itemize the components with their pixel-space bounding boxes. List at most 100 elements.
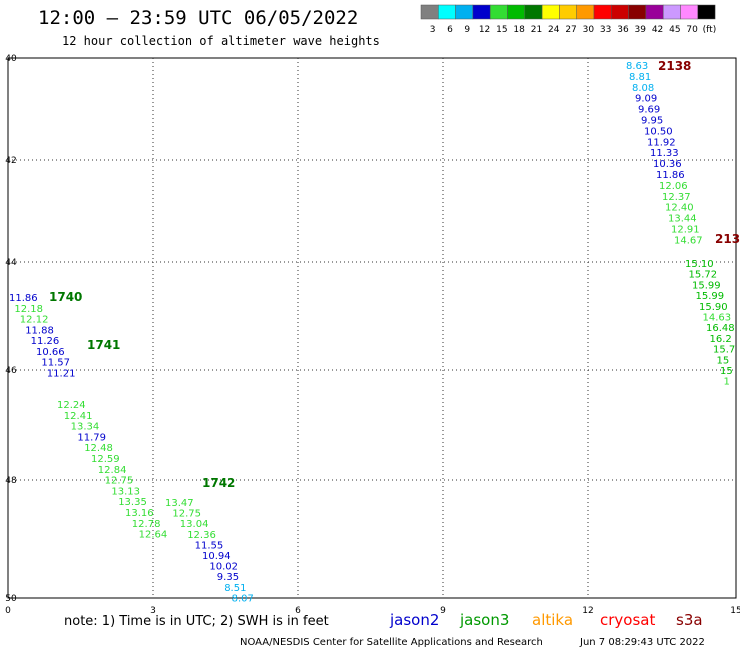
wave-height-value: 12.12	[20, 315, 49, 326]
scale-label: 42	[652, 25, 663, 35]
wave-height-value: 11.92	[647, 137, 676, 148]
scale-label: 27	[565, 25, 576, 35]
wave-height-value: 14.67	[674, 235, 703, 246]
wave-height-value: 12.37	[662, 192, 691, 203]
track-1741: 12.2412.4113.3411.7912.4812.5912.8412.75…	[57, 338, 167, 541]
scale-label: (ft)	[703, 25, 717, 35]
scale-label: 36	[617, 25, 629, 35]
scale-label: 18	[513, 25, 525, 35]
wave-height-value: 11.33	[650, 148, 679, 159]
legend-altika: altika	[532, 611, 573, 629]
wave-height-value: 12.36	[187, 530, 216, 541]
wave-height-value: 12.24	[57, 400, 86, 411]
wave-height-value: 11.21	[47, 368, 76, 379]
scale-swatch	[662, 4, 681, 20]
wave-height-value: 11.57	[41, 358, 70, 369]
page-title: 12:00 – 23:59 UTC 06/05/2022	[38, 7, 358, 29]
track-1742: 13.4712.7513.0412.3611.5510.9410.029.358…	[165, 476, 254, 604]
wave-height-value: 10.94	[202, 551, 231, 562]
wave-height-value: 15	[717, 355, 730, 366]
wave-height-value: 15.99	[692, 280, 721, 291]
legend-s3a: s3a	[676, 611, 703, 629]
wave-height-value: 15.99	[696, 291, 725, 302]
scale-swatch	[680, 4, 699, 20]
scale-label: 30	[583, 25, 595, 35]
scale-label: 45	[669, 25, 680, 35]
wave-height-value: 13.34	[71, 422, 100, 433]
wave-height-value: 14.63	[703, 313, 732, 324]
lon-label: 3	[150, 606, 156, 616]
map-grid	[8, 58, 736, 598]
wave-height-value: 12.41	[64, 411, 93, 422]
wave-height-value: 8.08	[632, 83, 654, 94]
wave-height-value: 12.59	[91, 454, 120, 465]
wave-height-value: 9.09	[635, 94, 657, 105]
scale-swatch	[576, 4, 595, 20]
wave-height-value: 11.26	[31, 336, 60, 347]
wave-height-value: 12.84	[98, 465, 127, 476]
wave-height-value: 15.72	[689, 270, 718, 281]
wave-height-value: 10.02	[209, 562, 238, 573]
pass-label: 1741	[87, 338, 120, 352]
wave-height-value: 12.40	[665, 203, 694, 214]
map-frame	[7, 57, 737, 599]
scale-label: 33	[600, 25, 611, 35]
credit-line: NOAA/NESDIS Center for Satellite Applica…	[240, 637, 543, 648]
pass-label: 213	[715, 232, 740, 246]
scale-label: 6	[447, 25, 453, 35]
lat-label: 44	[5, 258, 17, 268]
wave-height-value: 12.48	[84, 443, 113, 454]
track-213: 15.1015.7215.9915.9915.9014.6316.4816.21…	[685, 232, 740, 388]
satellite-tracks: 11.8612.1812.1211.8811.2610.6611.5711.21…	[9, 59, 740, 604]
track-1740: 11.8612.1812.1211.8811.2610.6611.5711.21…	[9, 290, 82, 379]
wave-height-value: 16.48	[706, 323, 735, 334]
lon-label: 12	[582, 606, 593, 616]
wave-height-value: 10.36	[653, 159, 682, 170]
wave-height-value: 10.50	[644, 126, 673, 137]
pass-label: 1740	[49, 290, 82, 304]
scale-label: 39	[635, 25, 647, 35]
wave-height-value: 8.51	[224, 583, 246, 594]
scale-swatch	[628, 4, 647, 20]
wave-height-value: 15.7	[713, 345, 735, 356]
wave-height-value: 8.07	[232, 593, 254, 604]
scale-swatch	[541, 4, 560, 20]
wave-height-value: 12.18	[14, 304, 43, 315]
scale-swatch	[472, 4, 491, 20]
wave-height-value: 8.63	[626, 61, 648, 72]
color-scale-legend: 3 6 9 12 15 18 21 24 27 30 33 36 39 42 45 70 (ft)	[420, 4, 717, 35]
track-2138: 8.638.818.089.099.699.9510.5011.9211.331…	[626, 59, 703, 246]
lat-label: 50	[5, 594, 17, 604]
scale-label: 12	[479, 25, 490, 35]
scale-label: 15	[496, 25, 507, 35]
satellite-legend: jason2 jason3 altika cryosat s3a	[389, 611, 703, 629]
lat-label: 48	[5, 476, 17, 486]
wave-height-value: 9.35	[217, 572, 239, 583]
wave-height-value: 13.04	[180, 519, 209, 530]
latitude-labels: 40 42 44 46 48 50	[5, 54, 17, 604]
wave-height-value: 9.69	[638, 105, 660, 116]
lon-label: 9	[440, 606, 446, 616]
wave-height-value: 11.86	[9, 293, 38, 304]
scale-label: 24	[548, 25, 560, 35]
wave-height-value: 16.2	[710, 334, 732, 345]
wave-height-value: 10.66	[36, 347, 65, 358]
footnote: note: 1) Time is in UTC; 2) SWH is in fe…	[64, 614, 329, 629]
scale-swatch	[420, 4, 439, 20]
legend-jason3: jason3	[459, 611, 509, 629]
scale-label: 3	[430, 25, 436, 35]
pass-label: 1742	[202, 476, 235, 490]
scale-swatch	[593, 4, 612, 20]
wave-height-value: 12.64	[139, 530, 168, 541]
page-subtitle: 12 hour collection of altimeter wave hei…	[62, 34, 380, 48]
scale-swatch	[697, 4, 716, 20]
wave-height-value: 15	[720, 366, 733, 377]
wave-height-value: 13.13	[111, 486, 140, 497]
lat-label: 40	[5, 54, 17, 64]
lat-label: 46	[5, 366, 17, 376]
legend-jason2: jason2	[389, 611, 439, 629]
wave-height-value: 13.35	[118, 497, 147, 508]
pass-label: 2138	[658, 59, 691, 73]
wave-height-value: 11.86	[656, 170, 685, 181]
